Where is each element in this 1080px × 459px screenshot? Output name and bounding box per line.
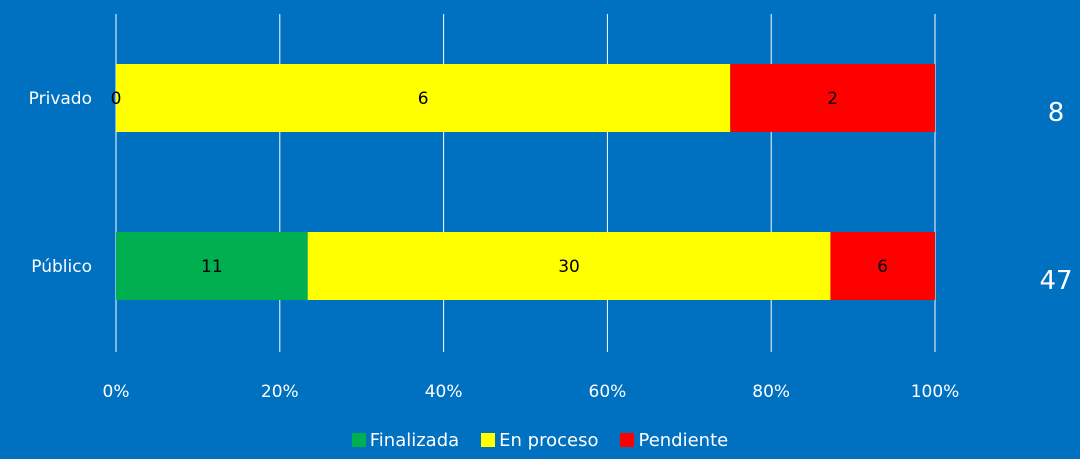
x-tick-label: 20% bbox=[261, 382, 299, 402]
x-tick-label: 100% bbox=[911, 382, 960, 402]
data-label: 2 bbox=[827, 89, 838, 109]
legend-swatch-pendiente bbox=[620, 433, 635, 447]
data-label: 0 bbox=[111, 89, 122, 109]
legend-item-en-proceso: En proceso bbox=[481, 430, 598, 451]
legend-label-pendiente: Pendiente bbox=[638, 429, 729, 451]
total-label: 8 bbox=[1048, 98, 1065, 128]
legend-swatch-en-proceso bbox=[481, 433, 496, 447]
bar-segment bbox=[116, 64, 731, 132]
x-tick-label: 80% bbox=[752, 382, 790, 402]
data-label: 6 bbox=[877, 257, 888, 277]
legend-swatch-finalizada bbox=[351, 433, 366, 447]
x-tick-label: 60% bbox=[589, 382, 627, 402]
legend-item-finalizada: Finalizada bbox=[351, 429, 460, 451]
legend-label-en-proceso: En proceso bbox=[499, 429, 599, 451]
label-layer: 0% 20% 40% 60% 80% 100% 0 6 2 Privado 8 11 30 6 Públic… bbox=[29, 89, 1073, 402]
bar-segment bbox=[730, 64, 935, 132]
category-label: Público bbox=[31, 257, 92, 277]
data-label: 11 bbox=[201, 257, 223, 277]
x-tick-label: 0% bbox=[103, 382, 130, 402]
bar-segment bbox=[307, 232, 831, 300]
legend: Finalizada En proceso Pendiente bbox=[0, 425, 1080, 455]
bar-layer bbox=[116, 64, 935, 300]
x-tick-label: 40% bbox=[425, 382, 463, 402]
category-label: Privado bbox=[29, 89, 92, 109]
total-label: 47 bbox=[1039, 266, 1072, 296]
bar-segment bbox=[830, 232, 935, 300]
data-label: 6 bbox=[418, 89, 429, 109]
legend-label-finalizada: Finalizada bbox=[369, 429, 460, 451]
data-label: 30 bbox=[558, 257, 580, 277]
legend-item-pendiente: Pendiente bbox=[620, 430, 728, 451]
bar-segment bbox=[116, 232, 308, 300]
